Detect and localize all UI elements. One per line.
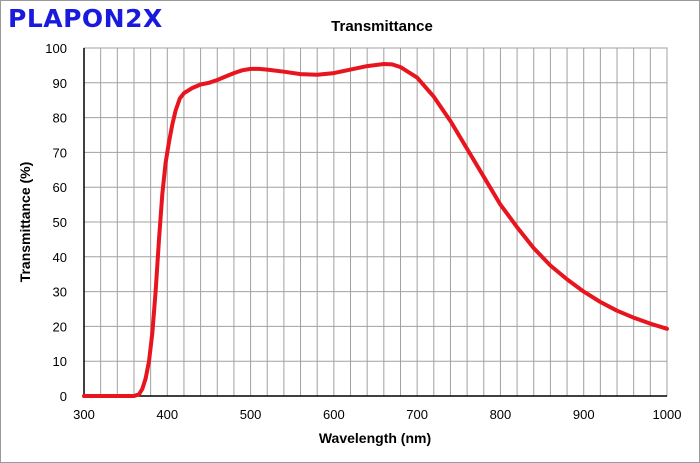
x-axis-title: Wavelength (nm): [319, 430, 431, 446]
y-tick-label: 100: [45, 41, 67, 56]
y-tick-label: 10: [53, 354, 67, 369]
x-tick-labels: 300 400 500 600 700 800 900 1000: [73, 407, 681, 422]
y-tick-label: 60: [53, 180, 67, 195]
x-tick-label: 600: [323, 407, 345, 422]
x-tick-label: 500: [240, 407, 262, 422]
x-tick-label: 700: [406, 407, 428, 422]
axes: [83, 47, 668, 397]
y-tick-label: 70: [53, 145, 67, 160]
y-tick-labels: 0 10 20 30 40 50 60 70 80 90 100: [45, 41, 67, 404]
y-tick-label: 40: [53, 250, 67, 265]
y-tick-label: 0: [60, 389, 67, 404]
y-tick-label: 30: [53, 285, 67, 300]
x-tick-label: 400: [156, 407, 178, 422]
transmittance-series-line: [82, 62, 669, 398]
x-tick-label: 1000: [653, 407, 682, 422]
y-tick-label: 80: [53, 111, 67, 126]
x-tick-label: 300: [73, 407, 95, 422]
x-tick-label: 900: [573, 407, 595, 422]
y-tick-label: 50: [53, 215, 67, 230]
y-tick-label: 90: [53, 76, 67, 91]
x-tick-label: 800: [490, 407, 512, 422]
series-layer: [82, 62, 669, 398]
y-tick-label: 20: [53, 319, 67, 334]
y-axis-title: Transmittance (%): [17, 162, 33, 283]
chart-title: Transmittance: [331, 18, 433, 35]
brand-label: PLAPON2X: [8, 4, 163, 33]
grid-lines: [84, 48, 667, 396]
